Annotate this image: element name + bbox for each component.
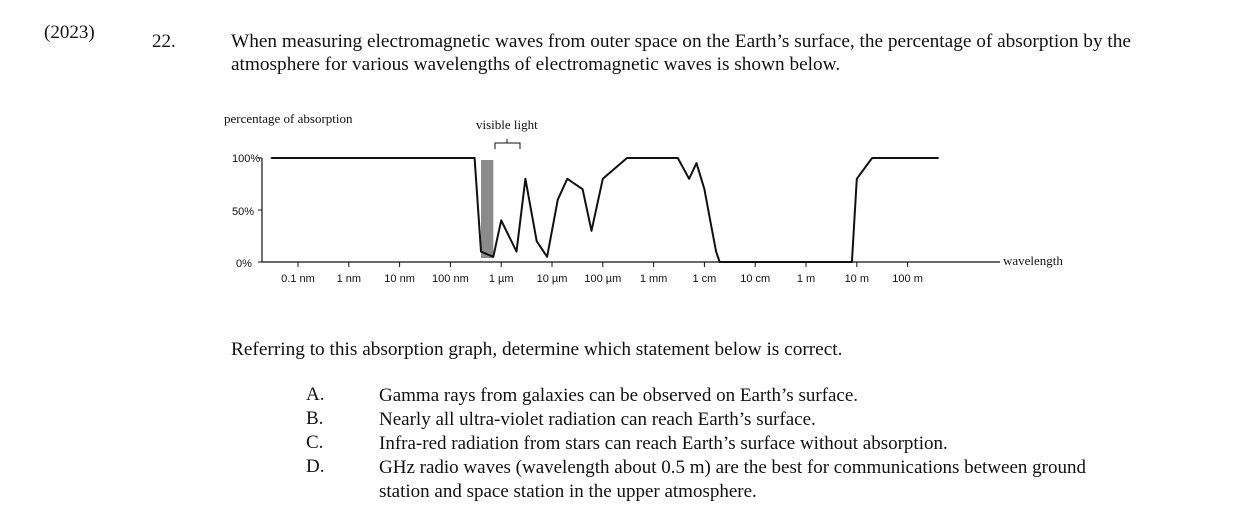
data-point bbox=[297, 157, 299, 159]
x-tick-label: 10 µm bbox=[537, 273, 568, 285]
x-tick-label: 1 µm bbox=[489, 273, 514, 285]
data-point bbox=[709, 219, 711, 222]
data-point bbox=[840, 261, 843, 263]
choice-letter: A. bbox=[306, 384, 325, 405]
choice-c[interactable]: C. Infra-red radiation from stars can re… bbox=[0, 432, 1200, 456]
choice-text: Infra-red radiation from stars can reach… bbox=[379, 433, 948, 454]
data-point bbox=[546, 255, 548, 258]
data-point bbox=[856, 178, 858, 180]
choice-d[interactable]: D. GHz radio waves (wavelength about 0.5… bbox=[0, 456, 1200, 504]
choice-text: Nearly all ultra-violet radiation can re… bbox=[379, 409, 816, 430]
absorption-curve bbox=[271, 157, 939, 263]
x-tick-label: 1 nm bbox=[337, 273, 361, 285]
data-point bbox=[937, 157, 939, 159]
data-point bbox=[703, 188, 706, 190]
choice-b[interactable]: B. Nearly all ultra-violet radiation can… bbox=[0, 408, 1200, 432]
absorption-chart: percentage of absorption visible light 1… bbox=[224, 111, 1063, 285]
data-point bbox=[500, 219, 503, 222]
plot-area: 0.1 nm 1 nm 10 nm 100 nm 1 µm 10 µm 100 µm 1 mm… bbox=[258, 157, 1000, 285]
data-point bbox=[906, 157, 909, 159]
visible-light-band bbox=[480, 160, 494, 258]
x-tick-label: 10 m bbox=[845, 273, 869, 285]
data-point bbox=[851, 261, 853, 263]
data-point bbox=[535, 240, 538, 242]
x-tick-label: 1 m bbox=[797, 273, 815, 285]
data-point bbox=[524, 178, 527, 180]
data-point bbox=[626, 157, 628, 159]
data-point bbox=[348, 157, 350, 159]
choice-text: GHz radio waves (wavelength about 0.5 m)… bbox=[379, 457, 1086, 502]
data-point bbox=[805, 261, 807, 263]
x-tick-label: 1 mm bbox=[640, 273, 668, 285]
visible-light-bracket bbox=[494, 139, 521, 149]
data-point bbox=[754, 261, 756, 263]
choice-letter: D. bbox=[306, 456, 325, 477]
x-axis-label: wavelength bbox=[1003, 253, 1063, 268]
data-point bbox=[715, 250, 717, 253]
x-tick-label: 1 cm bbox=[692, 273, 716, 285]
question-prompt: Referring to this absorption graph, dete… bbox=[231, 339, 843, 360]
choice-letter: B. bbox=[306, 408, 324, 429]
visible-light-label: visible light bbox=[476, 117, 538, 132]
data-point bbox=[688, 178, 690, 180]
question-intro: When measuring electromagnetic waves fro… bbox=[231, 31, 1131, 75]
choice-a[interactable]: A. Gamma rays from galaxies can be obser… bbox=[0, 384, 1200, 408]
x-tick-label: 10 nm bbox=[384, 273, 415, 285]
data-point bbox=[270, 157, 273, 159]
data-point bbox=[492, 255, 495, 258]
data-point bbox=[581, 188, 584, 190]
y-tick-label: 0% bbox=[236, 258, 252, 270]
data-point bbox=[677, 157, 679, 159]
y-axis-label: percentage of absorption bbox=[224, 111, 353, 126]
x-tick-label: 0.1 nm bbox=[281, 273, 315, 285]
y-tick-label: 50% bbox=[232, 206, 254, 218]
question-number: 22. bbox=[152, 31, 176, 52]
data-point bbox=[480, 250, 482, 253]
data-point bbox=[473, 157, 476, 159]
y-tick-label: 100% bbox=[232, 153, 260, 165]
data-point bbox=[718, 261, 721, 263]
data-point bbox=[556, 198, 559, 201]
data-point bbox=[652, 157, 655, 159]
x-tick-label: 100 nm bbox=[432, 273, 469, 285]
data-point bbox=[602, 178, 604, 180]
data-point bbox=[566, 178, 569, 180]
data-point bbox=[398, 157, 401, 159]
x-tick-label: 10 cm bbox=[740, 273, 770, 285]
data-point bbox=[515, 250, 518, 253]
data-point bbox=[590, 230, 593, 232]
x-tick-label: 100 µm bbox=[584, 273, 621, 285]
x-tick-label: 100 m bbox=[892, 273, 923, 285]
data-point bbox=[449, 157, 452, 159]
choice-letter: C. bbox=[306, 432, 324, 453]
data-point bbox=[871, 157, 873, 159]
data-point bbox=[695, 162, 698, 164]
choice-text: Gamma rays from galaxies can be observed… bbox=[379, 385, 859, 406]
question-year: (2023) bbox=[44, 22, 95, 43]
